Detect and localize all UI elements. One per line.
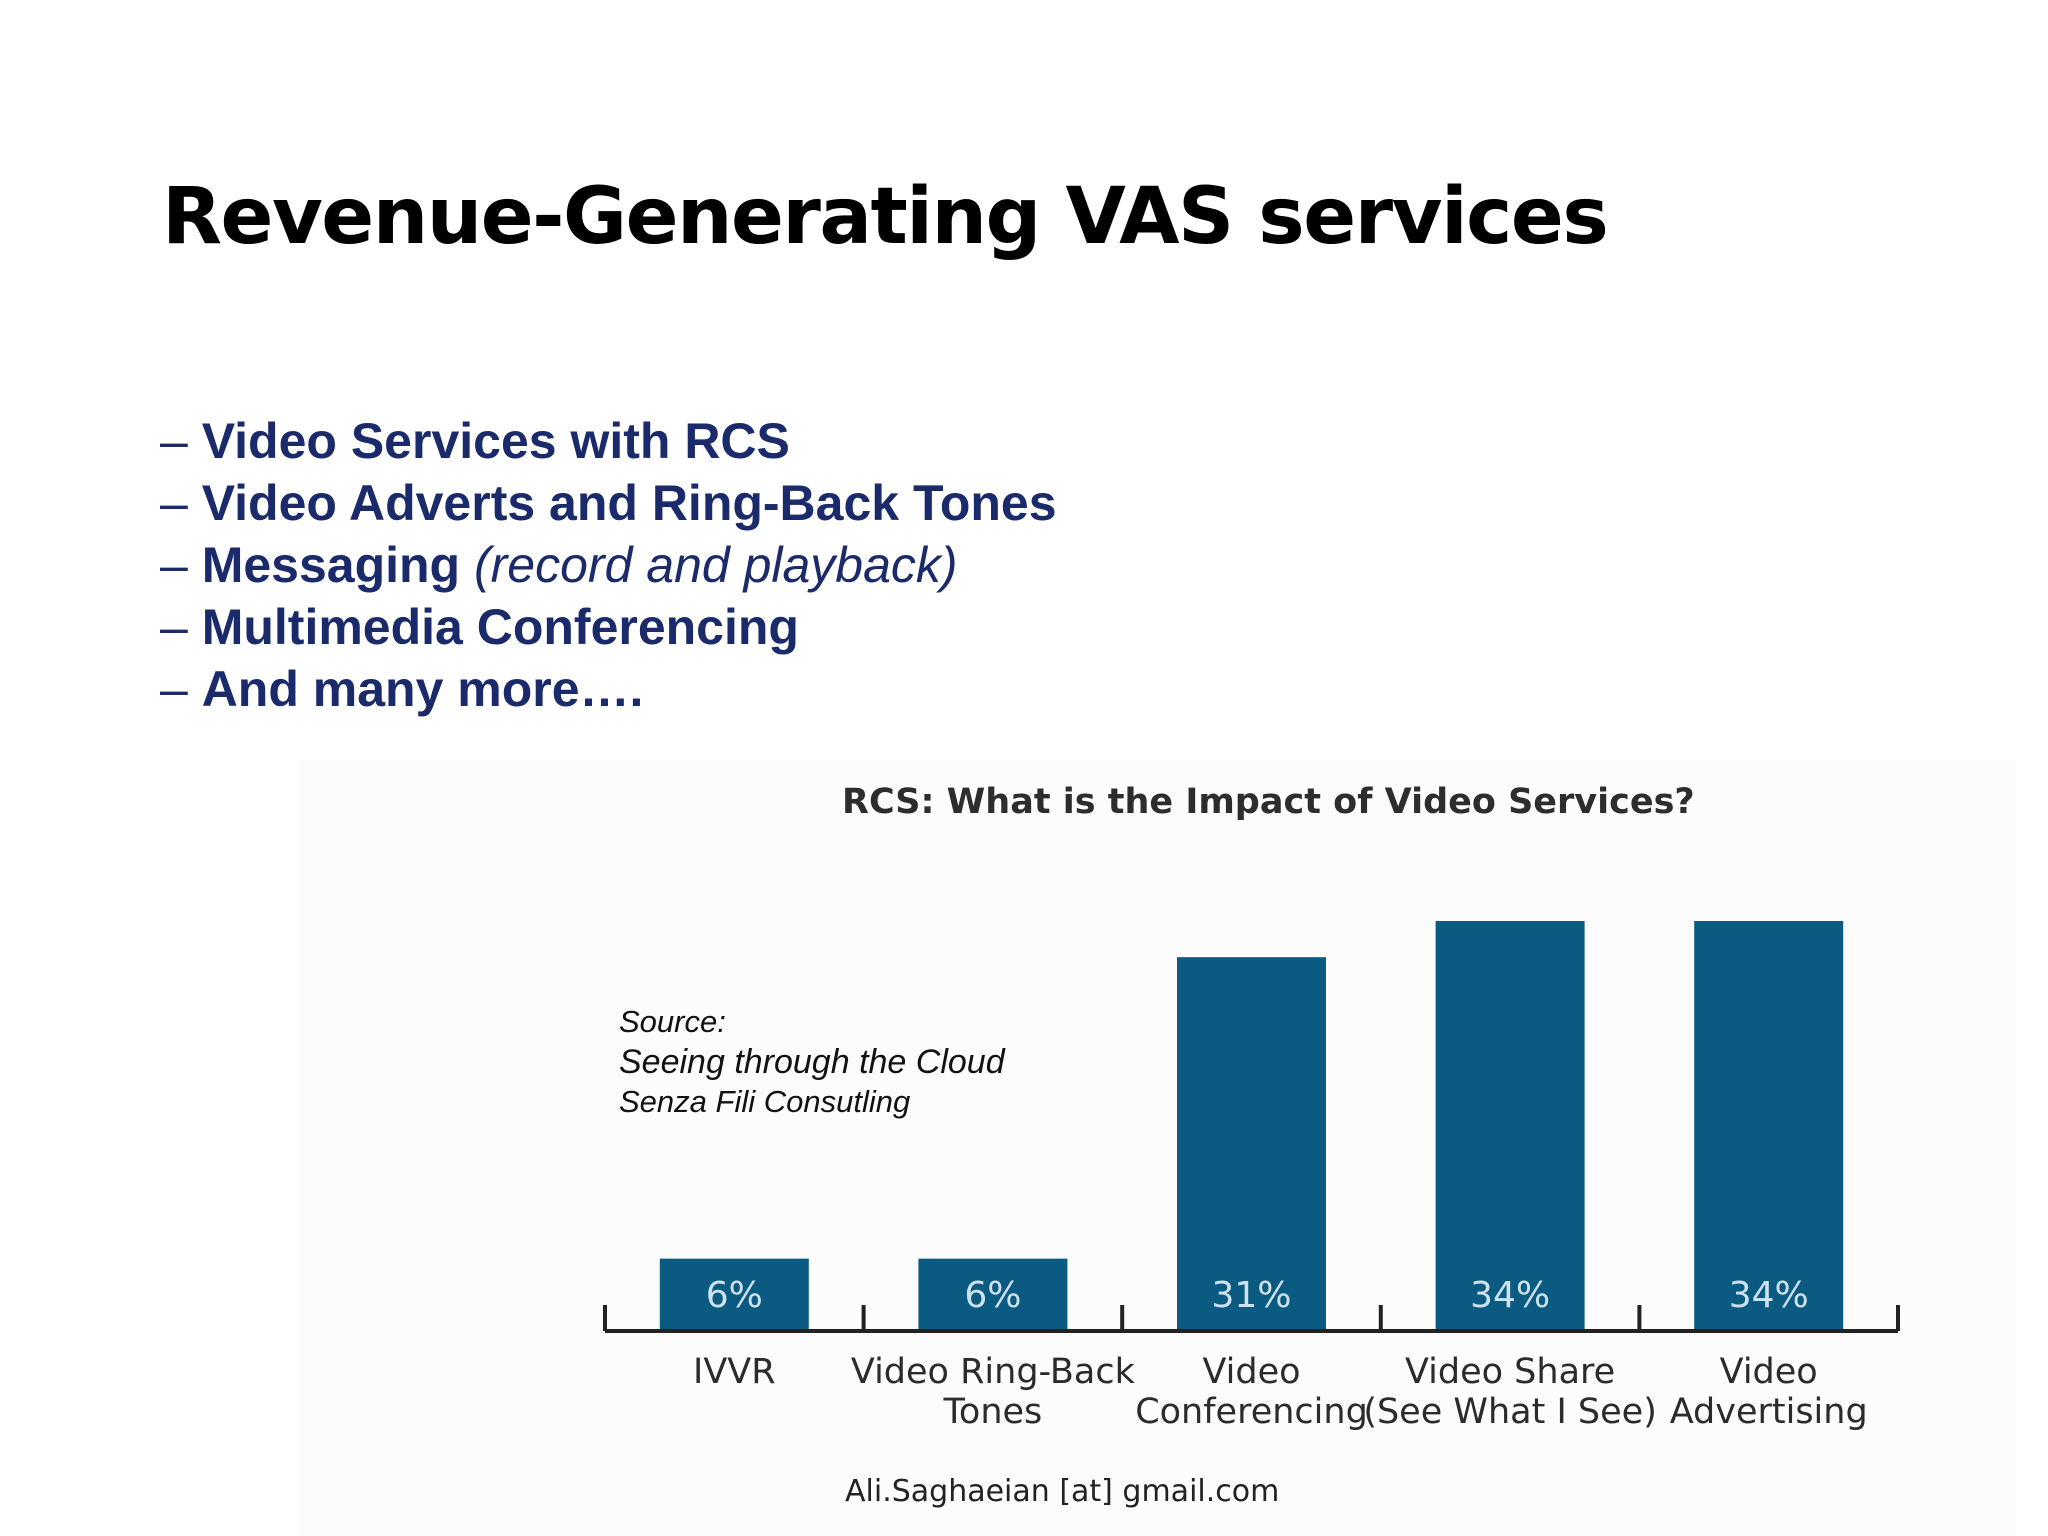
source-publisher: Senza Fili Consutling — [619, 1084, 911, 1119]
bullet-item: – Video Adverts and Ring-Back Tones — [160, 472, 1057, 534]
bar — [918, 1258, 1068, 1331]
bullet-text: Multimedia Conferencing — [201, 599, 799, 655]
bullet-text: Video Adverts and Ring-Back Tones — [201, 475, 1057, 531]
bar — [1177, 957, 1326, 1331]
bar — [1435, 921, 1585, 1331]
source-title: Seeing through the Cloud — [619, 1043, 1005, 1081]
bar-value-label: 34% — [1470, 1275, 1550, 1316]
category-tick-label: Video Share — [1405, 1352, 1615, 1392]
bullet-note: (record and playback) — [460, 537, 958, 593]
bullet-dash: – — [160, 661, 202, 717]
bar-value-label: 34% — [1729, 1275, 1809, 1316]
category-tick-label: Video — [1720, 1352, 1818, 1392]
bullet-dash: – — [160, 475, 202, 531]
bullet-dash: – — [160, 599, 202, 655]
bullet-item: – Video Services with RCS — [160, 410, 1057, 472]
bullet-text: Video Services with RCS — [201, 413, 790, 469]
category-tick-label: (See What I See) — [1363, 1392, 1657, 1432]
bullet-dash: – — [160, 537, 202, 593]
bullet-text: Messaging — [201, 537, 461, 593]
category-tick-label: Conferencing — [1135, 1392, 1368, 1432]
bar-value-label: 31% — [1211, 1275, 1291, 1316]
slide-title: Revenue-Generating VAS services — [162, 172, 1609, 262]
footer-email: Ali.Saghaeian [at] gmail.com — [845, 1474, 1280, 1509]
bullet-text: And many more…. — [201, 661, 644, 717]
bullet-item: – And many more…. — [160, 658, 1057, 720]
category-tick-label: IVVR — [693, 1352, 776, 1392]
bullet-dash: – — [160, 413, 202, 469]
bullet-list: – Video Services with RCS – Video Advert… — [160, 410, 1057, 720]
category-tick-label: Video — [1202, 1352, 1300, 1392]
bullet-item: – Messaging (record and playback) — [160, 534, 1057, 596]
source-note: Source: Seeing through the Cloud Senza F… — [619, 1002, 1005, 1122]
category-tick-label: Video Ring-Back — [851, 1352, 1136, 1392]
bullet-item: – Multimedia Conferencing — [160, 596, 1057, 658]
source-label: Source: — [619, 1004, 726, 1039]
chart-title: RCS: What is the Impact of Video Service… — [842, 782, 1695, 822]
category-tick-label: Advertising — [1670, 1392, 1868, 1432]
bar — [659, 1258, 809, 1331]
bar-value-label: 6% — [964, 1275, 1021, 1316]
bar — [1694, 921, 1844, 1331]
bar-value-label: 6% — [706, 1275, 763, 1316]
category-tick-label: Tones — [943, 1392, 1043, 1432]
